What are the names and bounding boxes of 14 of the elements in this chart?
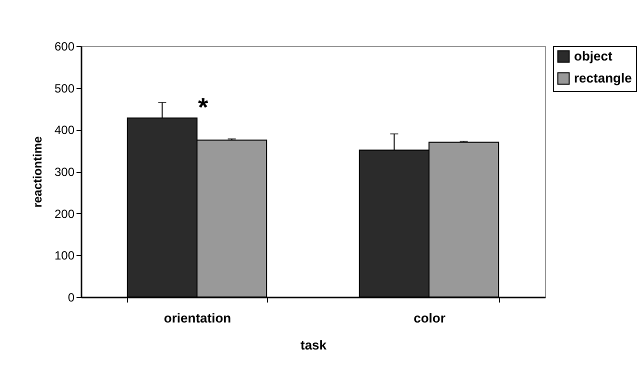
y-tick-label: 400 <box>54 123 75 138</box>
x-tick-label: color <box>414 310 446 326</box>
y-tick-label: 500 <box>54 81 75 96</box>
legend-label: object <box>574 48 613 64</box>
y-tick-label: 300 <box>54 165 75 179</box>
y-tick-label: 0 <box>68 290 75 304</box>
y-tick-label: 200 <box>54 206 75 221</box>
y-axis-title: reactiontime <box>30 136 44 208</box>
x-tick-label: orientation <box>164 310 232 326</box>
annotation: * <box>198 92 209 122</box>
y-tick-label: 100 <box>54 248 75 263</box>
x-axis-title: task <box>300 338 328 352</box>
legend-label: rectangle <box>574 70 632 86</box>
y-tick-label: 600 <box>54 40 75 54</box>
